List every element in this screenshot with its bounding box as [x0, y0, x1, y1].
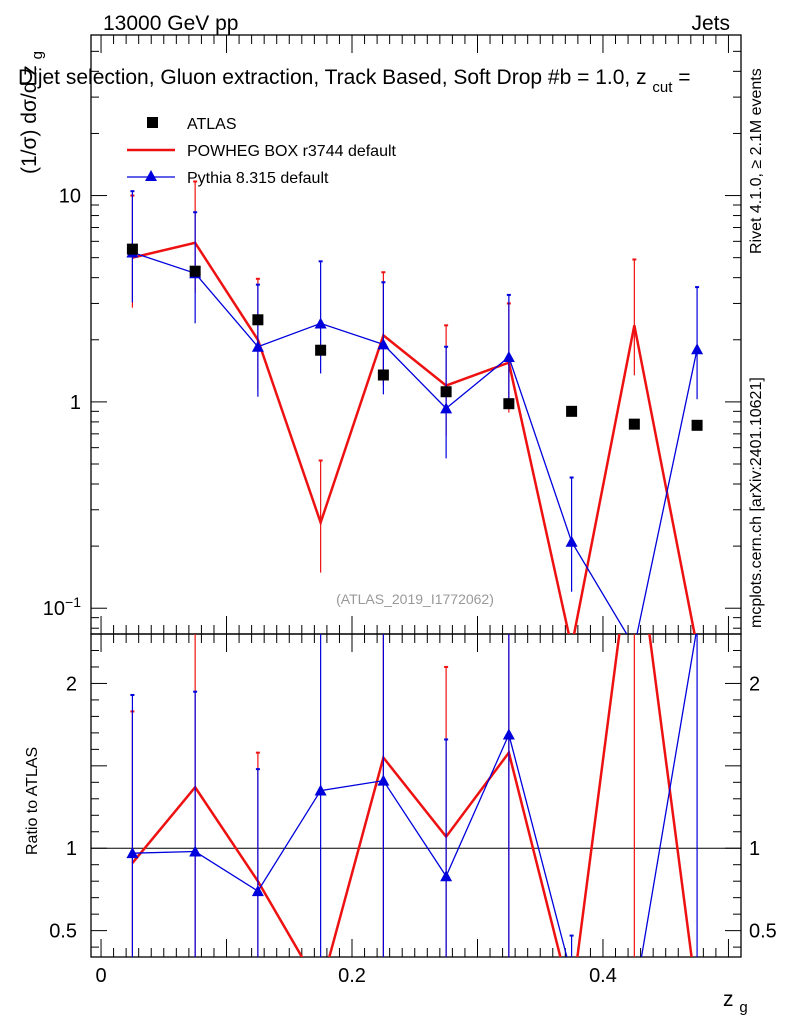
- atlas-marker: [691, 419, 703, 431]
- pythia-marker: [440, 402, 453, 414]
- main-y-tick-label-base: 10: [59, 186, 81, 208]
- watermark: (ATLAS_2019_I1772062): [336, 591, 494, 607]
- powheg-line: [132, 241, 696, 634]
- pythia-marker: [691, 343, 704, 355]
- x-axis-label: z g: [723, 988, 748, 1016]
- main-y-tick-label-exponent: −1: [65, 594, 81, 610]
- pythia-ratio-marker: [251, 885, 264, 897]
- y-axis-label-main-text: (1/σ) dσ/d z: [18, 65, 41, 174]
- main-y-tick-label-base: 1: [70, 392, 81, 414]
- ratio-y-tick-label-right: 2: [749, 673, 760, 695]
- legend-marker-pythia: [145, 170, 157, 181]
- x-tick-label: 0: [95, 965, 106, 987]
- x-axis-label-sub: g: [739, 999, 747, 1016]
- x-tick-label: 0.2: [338, 965, 366, 987]
- side-text-top: Rivet 4.1.0, ≥ 2.1M events: [748, 68, 765, 254]
- powheg-ratio-line: [131, 634, 693, 957]
- pythia-marker: [565, 535, 578, 547]
- header-left: 13000 GeV pp: [103, 12, 238, 35]
- legend: ATLAS POWHEG BOX r3744 default Pythia 8.…: [127, 116, 397, 187]
- pythia-ratio-marker: [377, 774, 390, 786]
- pythia-ratio-marker: [126, 847, 139, 859]
- ratio-panel-frame: [90, 633, 742, 958]
- ratio-y-tick-label-right: 1: [749, 838, 760, 860]
- atlas-marker: [566, 405, 578, 417]
- main-y-tick-label: 1: [70, 392, 81, 414]
- chart-title: Dijet selection, Gluon extraction, Track…: [18, 66, 691, 97]
- ratio-y-tick-label-left: 0.5: [49, 921, 77, 943]
- atlas-marker: [377, 369, 389, 381]
- legend-label-pythia: Pythia 8.315 default: [187, 170, 329, 187]
- legend-label-atlas: ATLAS: [187, 116, 237, 133]
- pythia-marker: [314, 317, 327, 329]
- x-axis-ticks: 0 0.2 0.4: [95, 35, 729, 987]
- pythia-marker: [377, 338, 390, 350]
- ratio-y-tick-label-right: 0.5: [749, 921, 777, 943]
- ratio-y-tick-label-left: 1: [66, 838, 77, 860]
- header-right: Jets: [691, 12, 730, 35]
- legend-label-powheg: POWHEG BOX r3744 default: [187, 143, 397, 160]
- main-y-tick-label-base: 10: [43, 598, 65, 620]
- atlas-marker: [315, 344, 327, 356]
- chart-title-sub: cut: [652, 79, 673, 96]
- pythia-marker: [502, 351, 515, 363]
- pythia-marker: [251, 340, 264, 352]
- y-axis-label-main-sub: g: [29, 51, 46, 59]
- chart-title-main: Dijet selection, Gluon extraction, Track…: [18, 66, 647, 89]
- pythia-ratio-marker: [502, 728, 515, 740]
- pythia-ratio-marker: [628, 993, 640, 1004]
- atlas-marker: [440, 386, 452, 398]
- atlas-marker: [252, 314, 264, 326]
- atlas-marker: [189, 265, 201, 277]
- ratio-panel-data: [126, 634, 698, 1004]
- pythia-ratio-marker: [189, 845, 202, 857]
- atlas-marker: [126, 243, 138, 255]
- main-panel-data: [126, 180, 704, 634]
- main-y-tick-label: 10−1: [43, 594, 81, 620]
- atlas-marker: [503, 398, 515, 410]
- pythia-ratio-marker: [314, 784, 327, 796]
- legend-marker-atlas: [147, 117, 158, 128]
- pythia-ratio-line: [132, 634, 697, 957]
- ratio-y-tick-label-left: 2: [66, 673, 77, 695]
- x-axis-label-text: z: [723, 988, 734, 1011]
- atlas-marker: [628, 418, 640, 430]
- chart-title-tail: =: [678, 66, 690, 89]
- y-axis-label-ratio: Ratio to ATLAS: [24, 747, 41, 855]
- pythia-ratio-marker: [566, 969, 578, 980]
- y-axis-label-main: (1/σ) dσ/d z g: [18, 51, 46, 174]
- x-tick-label: 0.4: [589, 965, 617, 987]
- pythia-line: [132, 251, 698, 634]
- main-y-tick-label: 10: [59, 186, 81, 208]
- side-text-bottom: mcplots.cern.ch [arXiv:2401.10621]: [748, 377, 765, 628]
- pythia-ratio-marker: [440, 870, 453, 882]
